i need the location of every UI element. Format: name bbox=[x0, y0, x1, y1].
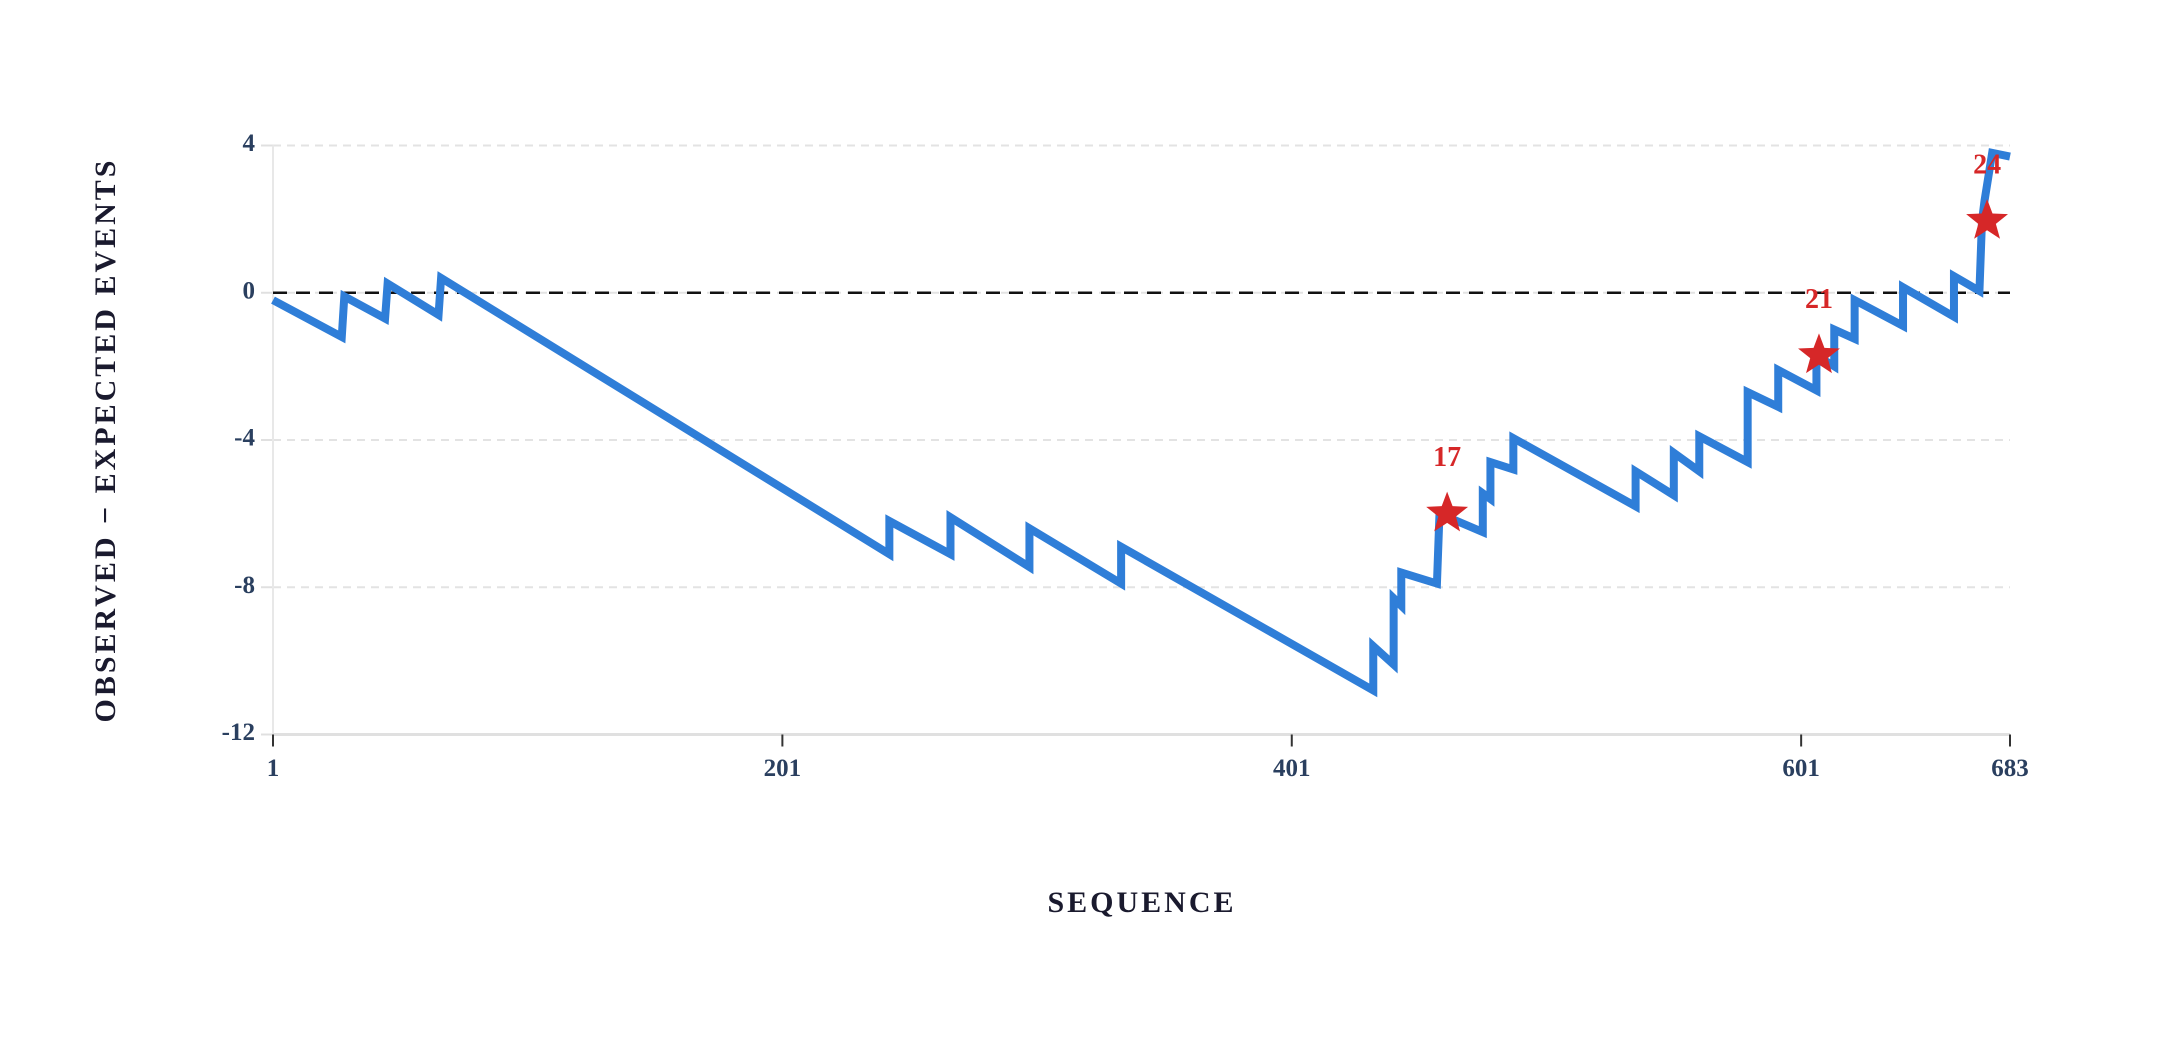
y-tick-label: -12 bbox=[222, 719, 255, 746]
x-tick-label: 683 bbox=[1991, 755, 2029, 782]
star-label: 24 bbox=[1973, 149, 2001, 180]
x-tick-label: 201 bbox=[764, 755, 802, 782]
star-marker bbox=[1966, 198, 2009, 239]
data-line bbox=[271, 148, 2011, 698]
x-tick-label: 601 bbox=[1782, 755, 1820, 782]
x-tick-label: 1 bbox=[267, 755, 280, 782]
star-label: 17 bbox=[1433, 442, 1461, 473]
y-axis-title: OBSERVED − EXPECTED EVENTS bbox=[89, 158, 122, 723]
y-tick-label: 4 bbox=[243, 130, 256, 157]
star-label: 21 bbox=[1805, 284, 1833, 315]
y-tick-label: 0 bbox=[243, 277, 256, 304]
y-tick-label: -4 bbox=[234, 425, 255, 452]
x-axis-title: SEQUENCE bbox=[1047, 886, 1236, 919]
star-marker bbox=[1426, 491, 1469, 532]
x-tick-label: 401 bbox=[1273, 755, 1311, 782]
star-marker bbox=[1798, 333, 1840, 374]
y-tick-label: -8 bbox=[234, 572, 255, 599]
